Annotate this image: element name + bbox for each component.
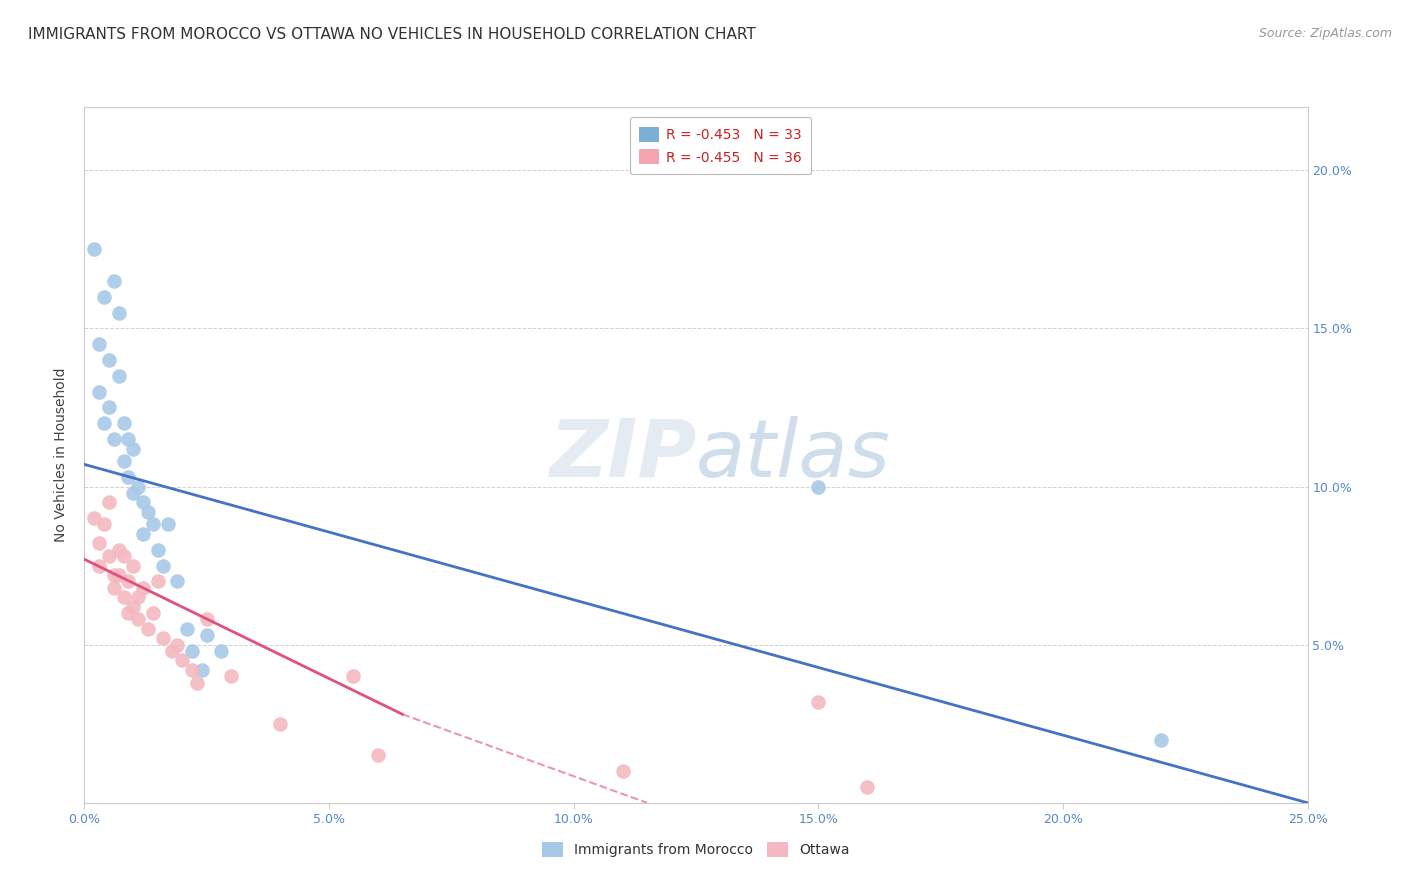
Point bbox=[122, 599, 145, 614]
Point bbox=[117, 470, 139, 484]
Point bbox=[195, 628, 218, 642]
Point bbox=[195, 612, 218, 626]
Point bbox=[136, 622, 159, 636]
Point bbox=[117, 574, 139, 589]
Point bbox=[162, 644, 184, 658]
Point bbox=[152, 632, 174, 646]
Point bbox=[219, 669, 242, 683]
Point bbox=[107, 368, 129, 383]
Point bbox=[146, 542, 169, 557]
Point bbox=[97, 549, 120, 563]
Point bbox=[807, 479, 830, 493]
Point bbox=[107, 305, 129, 319]
Point bbox=[127, 612, 149, 626]
Point bbox=[117, 606, 139, 620]
Point bbox=[269, 716, 291, 731]
Point bbox=[342, 669, 364, 683]
Point bbox=[367, 748, 389, 763]
Point bbox=[166, 638, 188, 652]
Point bbox=[1150, 732, 1173, 747]
Point bbox=[166, 574, 188, 589]
Point bbox=[176, 622, 198, 636]
Point bbox=[103, 274, 125, 288]
Point bbox=[103, 568, 125, 582]
Text: ZIP: ZIP bbox=[548, 416, 696, 494]
Point bbox=[112, 454, 135, 468]
Point bbox=[191, 663, 214, 677]
Point bbox=[146, 574, 169, 589]
Point bbox=[156, 517, 179, 532]
Point bbox=[117, 432, 139, 446]
Point bbox=[103, 581, 125, 595]
Point bbox=[142, 606, 165, 620]
Point bbox=[172, 653, 194, 667]
Point bbox=[112, 417, 135, 431]
Text: atlas: atlas bbox=[696, 416, 891, 494]
Point bbox=[181, 644, 204, 658]
Point bbox=[122, 442, 145, 456]
Point bbox=[93, 417, 115, 431]
Y-axis label: No Vehicles in Household: No Vehicles in Household bbox=[55, 368, 69, 542]
Point bbox=[87, 384, 110, 399]
Point bbox=[209, 644, 232, 658]
Point bbox=[122, 558, 145, 573]
Point bbox=[132, 527, 155, 541]
Point bbox=[807, 695, 830, 709]
Point bbox=[87, 337, 110, 351]
Point bbox=[83, 243, 105, 257]
Point bbox=[93, 290, 115, 304]
Point bbox=[152, 558, 174, 573]
Legend: Immigrants from Morocco, Ottawa: Immigrants from Morocco, Ottawa bbox=[534, 834, 858, 865]
Point bbox=[127, 591, 149, 605]
Point bbox=[83, 511, 105, 525]
Point bbox=[112, 549, 135, 563]
Point bbox=[112, 591, 135, 605]
Point bbox=[122, 486, 145, 500]
Point bbox=[856, 780, 879, 794]
Point bbox=[107, 568, 129, 582]
Point bbox=[97, 353, 120, 368]
Point bbox=[136, 505, 159, 519]
Point bbox=[132, 581, 155, 595]
Point bbox=[181, 663, 204, 677]
Point bbox=[87, 558, 110, 573]
Point bbox=[127, 479, 149, 493]
Point bbox=[107, 542, 129, 557]
Point bbox=[186, 675, 208, 690]
Point bbox=[87, 536, 110, 550]
Point bbox=[97, 401, 120, 415]
Point bbox=[93, 517, 115, 532]
Text: IMMIGRANTS FROM MOROCCO VS OTTAWA NO VEHICLES IN HOUSEHOLD CORRELATION CHART: IMMIGRANTS FROM MOROCCO VS OTTAWA NO VEH… bbox=[28, 27, 756, 42]
Point bbox=[142, 517, 165, 532]
Text: Source: ZipAtlas.com: Source: ZipAtlas.com bbox=[1258, 27, 1392, 40]
Point bbox=[97, 495, 120, 509]
Point bbox=[132, 495, 155, 509]
Point bbox=[612, 764, 634, 779]
Point bbox=[103, 432, 125, 446]
